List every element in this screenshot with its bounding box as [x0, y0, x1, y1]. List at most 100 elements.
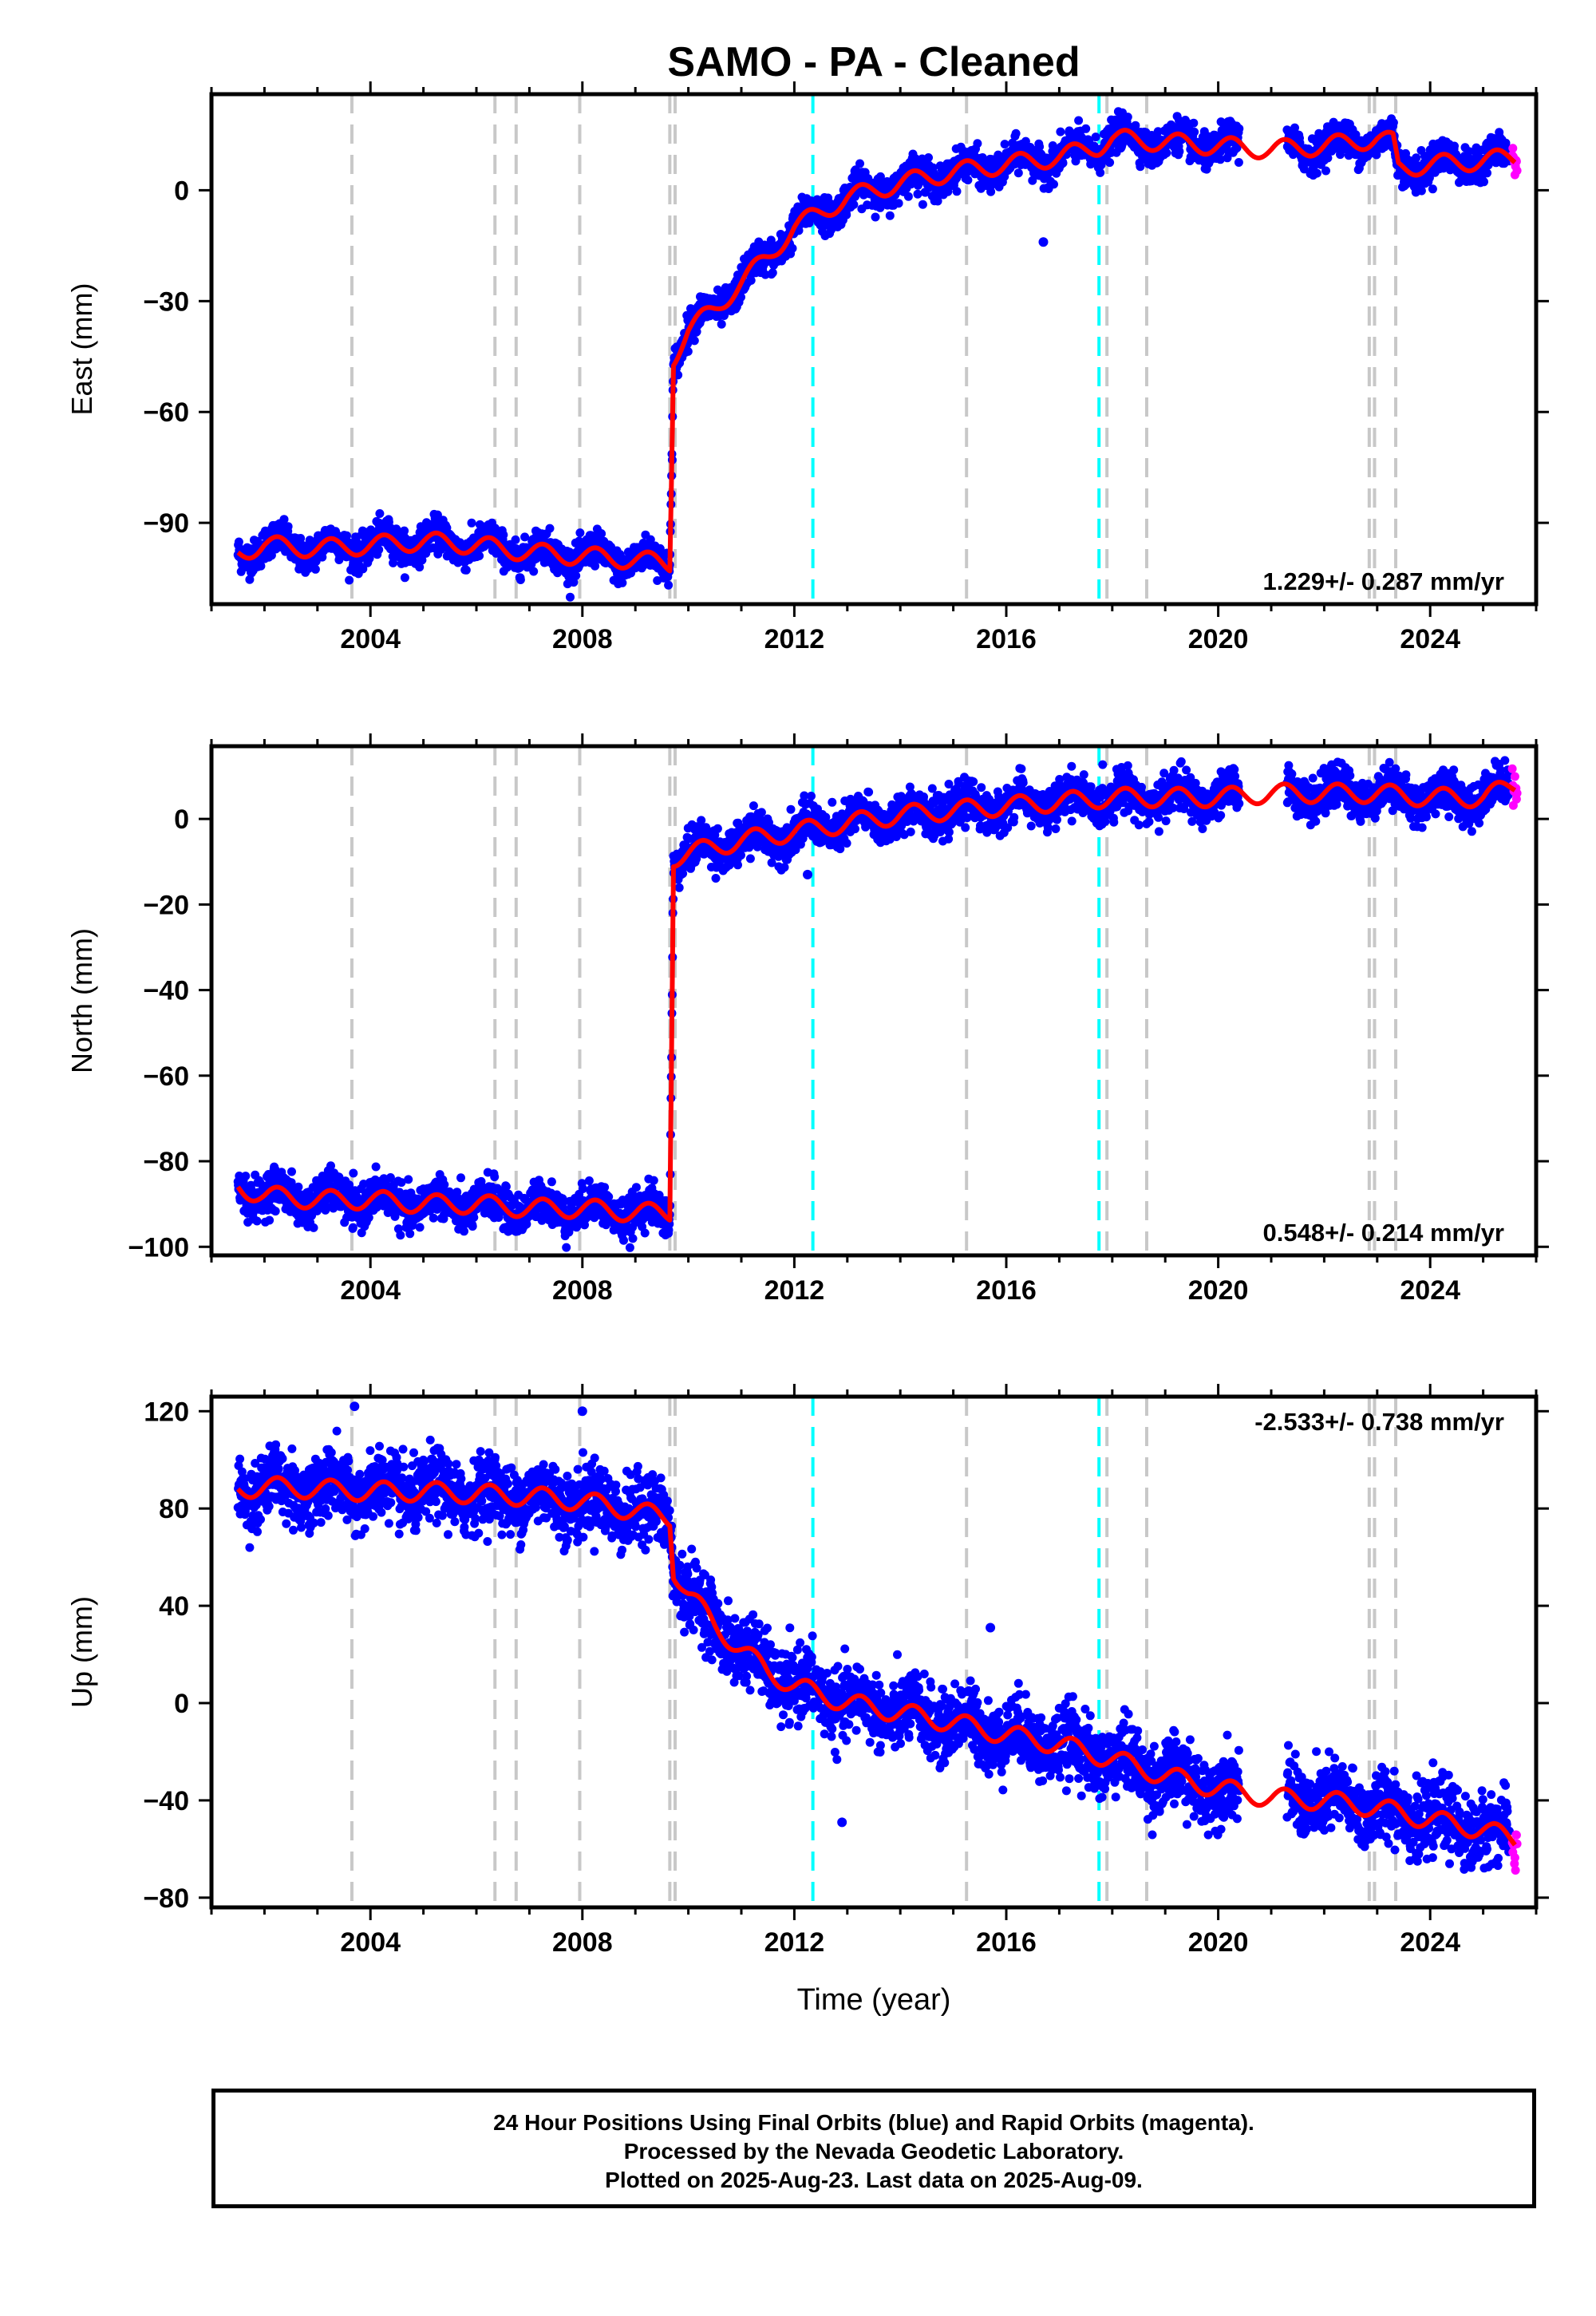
y-axis-label: East (mm) [65, 283, 98, 416]
data-point [674, 370, 683, 380]
data-point [400, 573, 409, 583]
data-point [894, 199, 903, 208]
data-point [1483, 168, 1491, 178]
data-point [952, 187, 962, 196]
final-orbit-points [233, 107, 1514, 602]
data-point [520, 532, 530, 542]
data-point [501, 1182, 511, 1192]
data-point [566, 592, 575, 602]
data-point [1450, 141, 1459, 151]
data-point [374, 545, 384, 555]
data-point [279, 515, 289, 524]
data-point [460, 1227, 468, 1236]
data-point [547, 1177, 556, 1187]
x-tick-label: 2024 [1400, 624, 1460, 654]
data-point [375, 509, 385, 518]
data-point [461, 565, 471, 575]
y-tick-label: 0 [174, 176, 189, 206]
data-point [918, 200, 927, 209]
data-point [1136, 162, 1145, 172]
panel-frame [209, 92, 1539, 607]
data-point [1081, 124, 1091, 133]
y-tick-label: −90 [143, 508, 189, 539]
data-point [1091, 132, 1100, 142]
data-point [689, 336, 699, 346]
data-point [287, 1167, 296, 1176]
x-tick-label: 2016 [976, 624, 1037, 654]
x-tick-label: 2012 [764, 624, 825, 654]
data-point [1049, 180, 1058, 189]
data-point [396, 1231, 405, 1240]
data-point [1096, 168, 1105, 177]
data-point [855, 159, 864, 168]
data-point [296, 534, 306, 543]
data-point [1013, 168, 1023, 178]
panel-east: 2004 2008 2012 2016 2020 2024 −90 −60 −30 0 East (… [65, 81, 1549, 654]
data-point [1234, 158, 1243, 167]
x-tick-label: 2020 [1188, 624, 1249, 654]
data-point [358, 564, 368, 574]
data-point [456, 1173, 465, 1183]
data-point [429, 1213, 438, 1223]
data-point [348, 1223, 358, 1232]
data-point [516, 575, 525, 584]
plot-area [233, 94, 1522, 604]
data-point [1312, 168, 1321, 178]
plot-area [233, 746, 1522, 1255]
data-point [529, 567, 539, 576]
data-point [511, 535, 520, 544]
data-point [545, 524, 555, 533]
x-tick-label: 2004 [340, 624, 401, 654]
rapid-point [1508, 144, 1518, 153]
data-point [1235, 124, 1244, 133]
data-point [245, 575, 255, 584]
data-point [345, 575, 354, 585]
data-point [683, 346, 693, 356]
data-point [267, 551, 276, 560]
data-point [468, 1222, 477, 1231]
data-point [415, 1223, 425, 1232]
data-point [400, 526, 409, 536]
data-point [490, 1172, 500, 1182]
data-point [973, 139, 982, 148]
panel-north: 2004 2008 2012 2016 2020 2024−100−80−60−40−20… [65, 733, 1549, 1306]
data-point [1389, 118, 1398, 128]
data-point [1011, 128, 1021, 138]
data-point [788, 243, 797, 253]
data-point [849, 200, 859, 209]
data-point [241, 1172, 251, 1181]
data-point [963, 176, 973, 185]
data-point [1105, 158, 1115, 168]
data-point [746, 275, 756, 285]
rate-label: 1.229+/- 0.287 mm/yr [1263, 567, 1504, 595]
data-point [1189, 118, 1199, 128]
data-point [522, 1219, 531, 1229]
y-tick-label: −30 [143, 287, 189, 317]
data-point [618, 578, 627, 587]
data-point [885, 211, 895, 220]
outlier-point [1038, 237, 1049, 247]
data-point [1479, 177, 1488, 187]
panels-group: 2004 2008 2012 2016 2020 2024 −90 −60 −30 0 East (… [65, 81, 1549, 1958]
x-tick-label: 2008 [552, 624, 613, 654]
data-point [571, 571, 581, 580]
data-point [575, 528, 585, 538]
figure-title: SAMO - PA - Cleaned [667, 39, 1080, 85]
data-point [1190, 127, 1199, 136]
data-point [1321, 166, 1330, 176]
data-point [417, 555, 427, 565]
data-point [404, 1175, 413, 1184]
y-tick-label: −60 [143, 397, 189, 428]
data-point [1175, 147, 1184, 156]
data-point [1074, 116, 1084, 125]
data-point [1056, 127, 1065, 136]
data-point [475, 551, 484, 560]
data-point [1000, 140, 1009, 149]
data-point [591, 561, 600, 571]
data-point [924, 153, 933, 162]
data-point [646, 535, 655, 544]
data-point [903, 192, 913, 201]
data-point [437, 544, 446, 554]
data-point [371, 1162, 381, 1172]
data-point [342, 531, 351, 540]
